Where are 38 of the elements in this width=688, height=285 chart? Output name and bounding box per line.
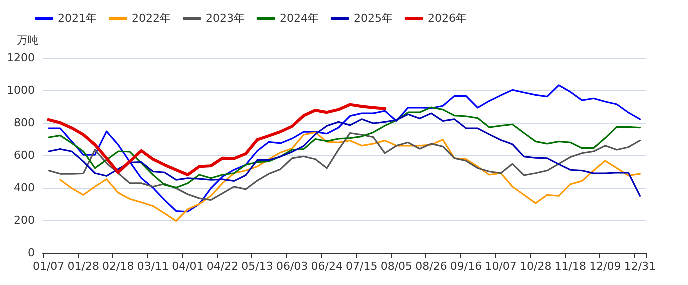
y-tick-label: 400 [14,182,35,194]
y-tick-label: 200 [14,214,35,227]
x-tick-label: 11/18 [554,260,586,273]
legend-label: 2026年 [428,12,467,25]
line-series [48,106,641,189]
y-tick-label: 800 [14,116,35,130]
x-tick-label: 08/05 [380,260,413,273]
legend-label: 2021年 [58,12,97,25]
line-series [48,112,641,197]
x-tick-label: 04/22 [206,260,239,273]
x-tick-label: 05/13 [242,260,274,273]
y-tick-label: 1200 [7,52,35,64]
x-tick-label: 04/01 [172,260,204,273]
x-tick-label: 08/26 [416,260,448,273]
line-series [47,103,387,176]
legend-label: 2022年 [132,12,171,25]
line-series [60,132,641,222]
x-tick-label: 02/18 [102,260,134,273]
y-tick-label: 0 [28,246,35,260]
y-tick-label: 600 [14,149,35,162]
x-tick-label: 10/28 [520,260,552,273]
x-tick-label: 06/24 [311,260,343,273]
line-series [48,132,641,201]
x-tick-label: 10/07 [485,260,517,273]
legend-label: 2025年 [354,12,393,25]
y-axis-title: 万吨 [17,34,39,47]
x-tick-label: 07/15 [346,260,378,273]
x-tick-label: 03/11 [137,260,170,273]
x-tick-label: 06/03 [276,260,308,273]
legend-label: 2024年 [280,12,319,25]
x-tick-label: 01/07 [32,260,65,273]
line-series [48,84,641,213]
x-tick-label: 12/09 [590,260,622,273]
x-tick-label: 12/31 [624,260,656,273]
legend-label: 2023年 [206,12,245,25]
x-tick-label: 09/16 [450,260,482,273]
x-tick-label: 01/28 [68,260,100,273]
y-tick-label: 1000 [7,84,35,97]
